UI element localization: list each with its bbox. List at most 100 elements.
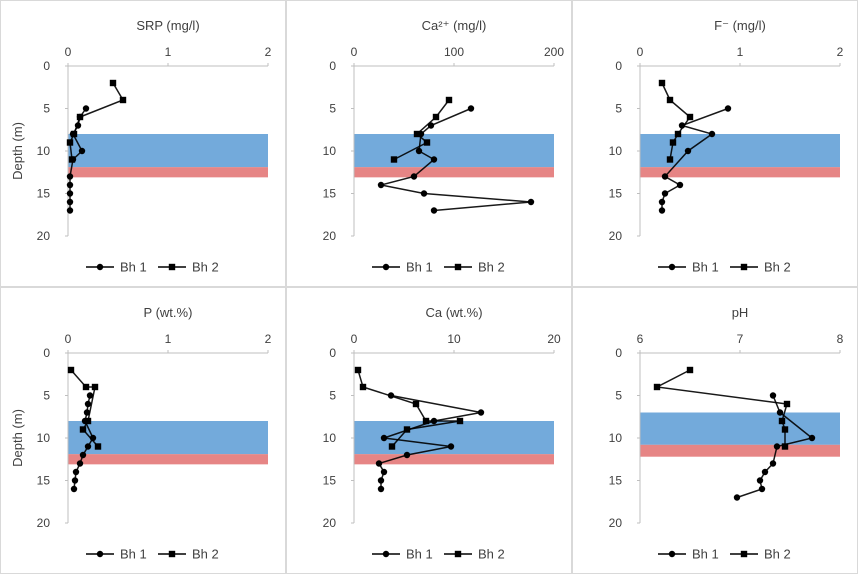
- data-point-circle: [84, 400, 92, 408]
- y-tick-label: 15: [323, 187, 337, 201]
- x-tick-label: 100: [444, 45, 464, 59]
- x-tick-label: 20: [547, 332, 561, 346]
- data-point-square: [423, 139, 431, 146]
- y-tick-label: 5: [329, 102, 336, 116]
- y-tick-label: 5: [43, 389, 50, 403]
- x-tick-label: 1: [165, 332, 172, 346]
- y-tick-label: 10: [37, 144, 51, 158]
- data-point-square: [778, 417, 786, 425]
- data-point-circle: [477, 409, 485, 416]
- x-tick-label: 0: [351, 332, 358, 346]
- x-tick-label: 8: [837, 332, 844, 346]
- y-tick-label: 20: [609, 516, 623, 530]
- chart-title: pH: [732, 305, 749, 320]
- data-point-square: [68, 156, 76, 163]
- data-point-circle: [71, 477, 79, 484]
- data-point-square: [666, 96, 674, 104]
- data-point-circle: [661, 173, 669, 180]
- x-tick-label: 0: [65, 45, 72, 59]
- data-point-square: [67, 366, 75, 374]
- data-point-circle: [658, 207, 666, 214]
- x-tick-label: 7: [737, 332, 744, 346]
- data-point-square: [119, 96, 127, 104]
- data-point-square: [91, 383, 99, 391]
- data-point-circle: [380, 434, 388, 442]
- legend-marker-square: [168, 550, 176, 558]
- data-point-square: [674, 130, 682, 138]
- data-point-circle: [82, 105, 90, 112]
- data-point-square: [669, 139, 677, 146]
- legend-marker-square: [168, 263, 176, 271]
- data-point-circle: [415, 147, 423, 155]
- data-point-circle: [773, 443, 781, 450]
- legend-label: Bh 2: [764, 547, 791, 562]
- data-point-square: [359, 383, 367, 391]
- band-red: [354, 454, 554, 465]
- data-point-circle: [84, 443, 92, 450]
- y-tick-label: 0: [329, 346, 336, 360]
- y-tick-label: 10: [609, 144, 623, 158]
- x-tick-label: 0: [637, 45, 644, 59]
- y-tick-label: 10: [323, 144, 337, 158]
- legend-marker-square: [740, 263, 748, 271]
- data-point-circle: [708, 130, 716, 138]
- data-point-circle: [776, 409, 784, 416]
- data-point-circle: [76, 460, 84, 467]
- data-point-circle: [78, 147, 86, 155]
- data-point-circle: [420, 190, 428, 197]
- data-point-circle: [375, 460, 383, 467]
- data-point-square: [686, 366, 694, 374]
- data-point-square: [783, 400, 791, 408]
- data-point-circle: [769, 392, 777, 399]
- x-tick-label: 2: [265, 332, 272, 346]
- data-point-circle: [66, 181, 74, 189]
- data-point-square: [354, 366, 362, 374]
- y-tick-label: 0: [43, 59, 50, 73]
- data-point-circle: [403, 451, 411, 459]
- y-tick-label: 0: [615, 346, 622, 360]
- y-tick-label: 15: [609, 187, 623, 201]
- y-tick-label: 10: [609, 431, 623, 445]
- data-point-square: [413, 130, 421, 138]
- band-red: [354, 167, 554, 178]
- legend-marker-square: [454, 263, 462, 271]
- data-point-circle: [430, 156, 438, 163]
- legend-label: Bh 2: [478, 547, 505, 562]
- chart-panel-5: Ca (wt.%) 0 10 20 0 5 10 15 20 Bh 1 Bh 2: [286, 287, 572, 574]
- y-tick-label: 10: [37, 431, 51, 445]
- x-tick-label: 1: [165, 45, 172, 59]
- legend-label: Bh 1: [120, 260, 147, 275]
- y-tick-label: 15: [323, 474, 337, 488]
- chart-title: F⁻ (mg/l): [714, 18, 766, 33]
- y-tick-label: 0: [329, 59, 336, 73]
- data-point-circle: [756, 477, 764, 484]
- x-tick-label: 2: [837, 45, 844, 59]
- data-point-circle: [684, 147, 692, 155]
- legend-marker-circle: [668, 550, 676, 558]
- x-tick-label: 0: [65, 332, 72, 346]
- data-point-circle: [658, 198, 666, 206]
- data-point-circle: [66, 207, 74, 214]
- band-blue: [68, 421, 268, 455]
- band-red: [640, 167, 840, 178]
- y-tick-label: 20: [609, 229, 623, 243]
- legend-label: Bh 1: [692, 547, 719, 562]
- legend-label: Bh 1: [406, 260, 433, 275]
- legend-marker-circle: [96, 550, 104, 558]
- series-line-bh-1: [380, 107, 532, 212]
- legend-marker-circle: [382, 550, 390, 558]
- legend-marker-circle: [668, 263, 676, 271]
- data-point-circle: [377, 181, 385, 189]
- data-point-square: [84, 417, 92, 425]
- legend-label: Bh 2: [478, 260, 505, 275]
- x-tick-label: 2: [265, 45, 272, 59]
- chart-title: SRP (mg/l): [136, 18, 199, 33]
- data-point-square: [445, 96, 453, 104]
- band-red: [640, 444, 840, 457]
- data-point-circle: [676, 181, 684, 189]
- data-point-square: [70, 130, 78, 138]
- data-point-square: [686, 113, 694, 121]
- chart-panel-2: Ca²⁺ (mg/l) 0 100 200 0 5 10 15 20 Bh 1 Bh 2: [286, 0, 572, 287]
